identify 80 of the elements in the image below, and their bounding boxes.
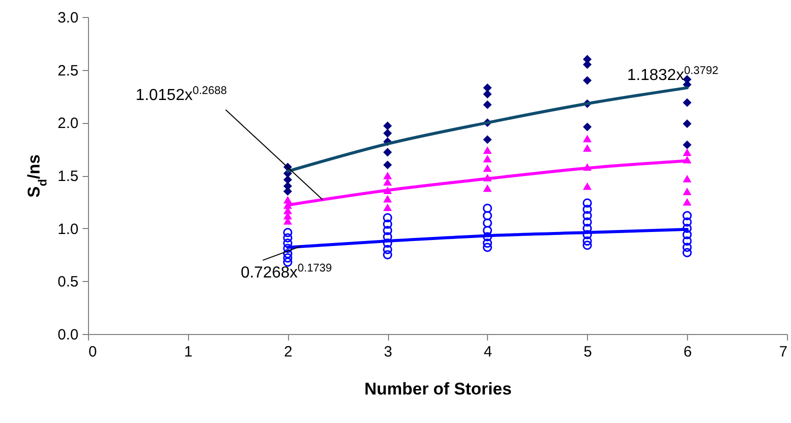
annotation: 0.7268x$^{0.1739}$ (240, 262, 332, 282)
point (283, 253, 292, 263)
point (682, 198, 692, 206)
point (582, 122, 592, 132)
annotation: 1.1832x$^{0.3792}$ (627, 64, 718, 84)
point (483, 135, 492, 144)
point (382, 219, 392, 229)
point (682, 211, 692, 220)
point (382, 213, 392, 222)
point (682, 188, 692, 196)
point (283, 228, 292, 238)
y-tick-label: 3.0 (58, 10, 78, 26)
point (382, 238, 392, 248)
point (483, 164, 492, 172)
point (582, 240, 592, 250)
x-tick-label: 4 (484, 344, 492, 360)
point (582, 236, 592, 246)
point (682, 248, 692, 258)
point (682, 242, 692, 252)
y-tick-label: 0.5 (58, 274, 78, 291)
point (482, 218, 492, 228)
point (582, 204, 592, 214)
y-tick-label: 0.0 (58, 326, 78, 344)
point (582, 76, 592, 85)
point (483, 154, 492, 162)
point (682, 224, 692, 233)
x-tick-label: 1 (184, 344, 193, 360)
point (483, 146, 492, 154)
point (682, 230, 692, 240)
point (483, 100, 492, 110)
point (383, 194, 392, 202)
point (283, 233, 292, 242)
x-tick-label: 2 (284, 344, 292, 360)
point (482, 211, 492, 220)
point (482, 238, 492, 248)
point (582, 182, 592, 190)
point (682, 119, 692, 128)
x-tick-label: 6 (683, 344, 692, 360)
point (482, 242, 492, 252)
point (582, 198, 592, 208)
point (383, 172, 392, 180)
point (383, 203, 392, 211)
point (383, 122, 392, 130)
point (482, 226, 492, 236)
point (582, 134, 592, 142)
y-tick-label: 2.0 (58, 115, 78, 132)
point (682, 236, 692, 246)
point (383, 128, 392, 138)
point (483, 90, 492, 98)
point (383, 160, 392, 170)
x-axis-title: Number of Stories (364, 380, 512, 398)
y-tick-label: 1.5 (58, 168, 78, 185)
point (682, 140, 692, 150)
point (482, 232, 492, 242)
point (283, 244, 292, 254)
point (582, 211, 592, 220)
point (582, 144, 592, 152)
x-tick-label: 7 (779, 344, 788, 360)
point (682, 174, 692, 182)
x-tick-label: 5 (584, 344, 592, 360)
point (283, 249, 292, 258)
annotation: 1.0152x$^{0.2688}$ (136, 84, 227, 104)
point (383, 178, 392, 186)
point (582, 230, 592, 240)
point (383, 148, 392, 157)
y-tick-label: 1.0 (58, 220, 78, 238)
point (682, 148, 692, 156)
point (682, 98, 692, 107)
y-tick-label: 2.5 (58, 62, 78, 80)
point (382, 226, 392, 236)
point (482, 204, 492, 213)
point (582, 217, 592, 227)
point (382, 232, 392, 242)
point (483, 184, 492, 192)
point (382, 244, 392, 254)
point (382, 250, 392, 260)
point (682, 217, 692, 227)
point (283, 238, 292, 248)
x-tick-label: 0 (88, 344, 97, 360)
x-tick-label: 3 (384, 344, 392, 360)
